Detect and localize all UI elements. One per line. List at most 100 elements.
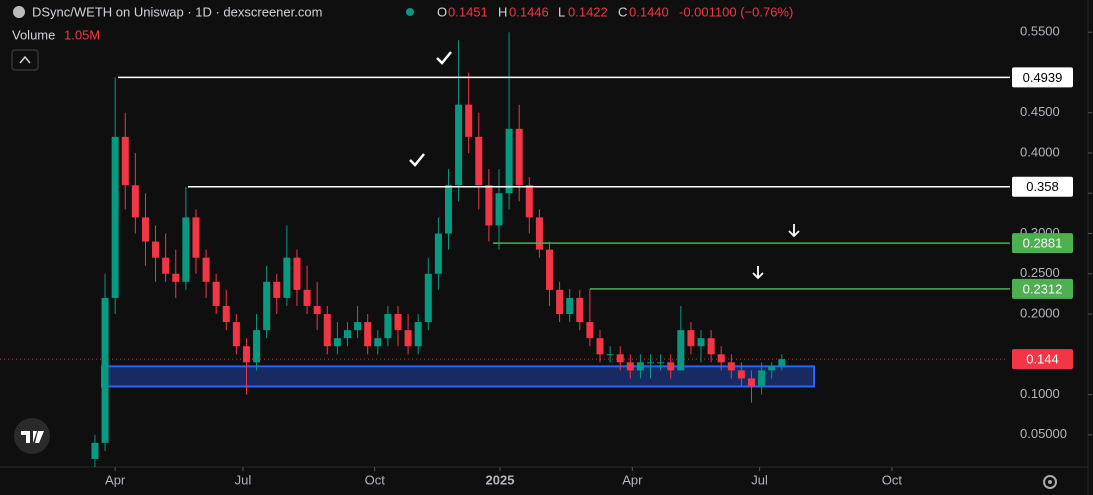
candle-body xyxy=(586,322,594,339)
candle-body xyxy=(354,322,362,331)
price-badge xyxy=(1012,349,1073,370)
candle-body xyxy=(182,217,190,282)
candle-body xyxy=(101,297,109,443)
y-tick-label: 0.05000 xyxy=(1020,426,1067,441)
candle-body xyxy=(495,193,503,226)
ohlc-key: H xyxy=(498,4,507,19)
candle-body xyxy=(657,362,665,364)
candle-body xyxy=(303,289,311,306)
volume-label: Volume xyxy=(12,27,55,42)
candle-body xyxy=(253,330,261,363)
candle-body xyxy=(162,257,170,274)
candle-body xyxy=(606,354,614,356)
candle-body xyxy=(697,338,705,347)
candle-body xyxy=(667,362,675,371)
x-tick-label: 2025 xyxy=(486,472,515,487)
candle-body xyxy=(424,273,432,323)
candle-body xyxy=(313,305,321,315)
y-tick-label: 0.1000 xyxy=(1020,386,1060,401)
candle-body xyxy=(636,362,644,371)
annotations xyxy=(409,51,800,280)
candle-body xyxy=(576,297,584,323)
candle-body xyxy=(394,314,402,331)
candle-body xyxy=(677,330,685,371)
x-tick-label: Oct xyxy=(365,472,386,487)
candle-body xyxy=(273,281,281,298)
ohlc-header: O 0.1451 H 0.1446 L 0.1422 C 0.1440 -0.0… xyxy=(437,4,793,19)
support-zone xyxy=(101,365,815,388)
gear-icon[interactable] xyxy=(1043,475,1057,489)
level-badge xyxy=(1012,278,1073,299)
button-frame[interactable] xyxy=(11,49,39,71)
volume-value: 1.05M xyxy=(64,27,100,42)
token-icon xyxy=(13,6,25,18)
level-label: 0.2881 xyxy=(1023,236,1063,251)
collapse-button[interactable] xyxy=(11,49,39,71)
candle-body xyxy=(323,314,331,347)
candle-body xyxy=(545,249,553,290)
candle-body xyxy=(202,257,210,282)
candle-body xyxy=(414,322,422,347)
logo-mark[interactable] xyxy=(21,431,44,443)
candle-body xyxy=(343,330,351,339)
candle-body xyxy=(465,104,473,137)
candle-body xyxy=(727,362,735,371)
settings-button[interactable] xyxy=(1043,475,1057,489)
candle-body xyxy=(475,136,483,186)
candle-body xyxy=(707,338,715,355)
down-arrow xyxy=(788,224,800,238)
candle-body xyxy=(525,185,533,218)
candle-body xyxy=(535,217,543,250)
candle-body xyxy=(768,366,776,371)
ohlc-key: L xyxy=(558,4,565,19)
candle-body xyxy=(242,346,250,363)
y-tick-label: 0.4500 xyxy=(1020,104,1060,119)
candle-body xyxy=(434,233,442,274)
candle-body xyxy=(485,185,493,226)
y-tick-label: 0.2000 xyxy=(1020,305,1060,320)
ohlc-value: 0.1422 xyxy=(568,4,608,19)
level-label: 0.358 xyxy=(1026,179,1059,194)
candle-body xyxy=(232,322,240,347)
candle-body xyxy=(152,241,160,258)
candle-body xyxy=(444,185,452,234)
level-label: 0.2312 xyxy=(1023,281,1063,296)
candle-body xyxy=(778,359,786,367)
candle-body xyxy=(455,104,463,186)
candle-body xyxy=(566,297,574,315)
level-badge xyxy=(1012,176,1073,197)
check-mark xyxy=(409,153,425,167)
level-badge xyxy=(1012,233,1073,254)
candle-body xyxy=(616,354,624,363)
candle-body xyxy=(364,322,372,347)
candle-body xyxy=(192,217,200,258)
logo-badge[interactable] xyxy=(14,418,50,454)
y-tick-label: 0.2500 xyxy=(1020,265,1060,280)
candle-body xyxy=(333,338,341,347)
ohlc-value: 0.1451 xyxy=(448,4,488,19)
down-arrow xyxy=(752,266,764,280)
x-tick-label: Apr xyxy=(622,472,643,487)
y-tick-label: 0.4000 xyxy=(1020,144,1060,159)
candle-body xyxy=(737,370,745,379)
candle-body xyxy=(596,338,604,355)
candle-body xyxy=(717,354,725,363)
candle-body xyxy=(687,330,695,347)
candle-body xyxy=(141,217,149,242)
tv-logo[interactable] xyxy=(14,418,50,454)
candle-body xyxy=(374,338,382,347)
candle-body xyxy=(283,257,291,298)
status-dot xyxy=(406,8,414,16)
level-label: 0.4939 xyxy=(1023,70,1063,85)
ohlc-value: 0.1440 xyxy=(629,4,669,19)
check-mark xyxy=(436,51,452,65)
x-tick-label: Jul xyxy=(235,472,252,487)
candle-body xyxy=(263,281,271,331)
level-badge xyxy=(1012,67,1073,88)
x-tick-label: Apr xyxy=(105,472,126,487)
gear-hub[interactable] xyxy=(1048,480,1052,484)
candle-body xyxy=(384,314,392,339)
button-icon[interactable] xyxy=(19,55,31,64)
candle-body xyxy=(172,273,180,282)
